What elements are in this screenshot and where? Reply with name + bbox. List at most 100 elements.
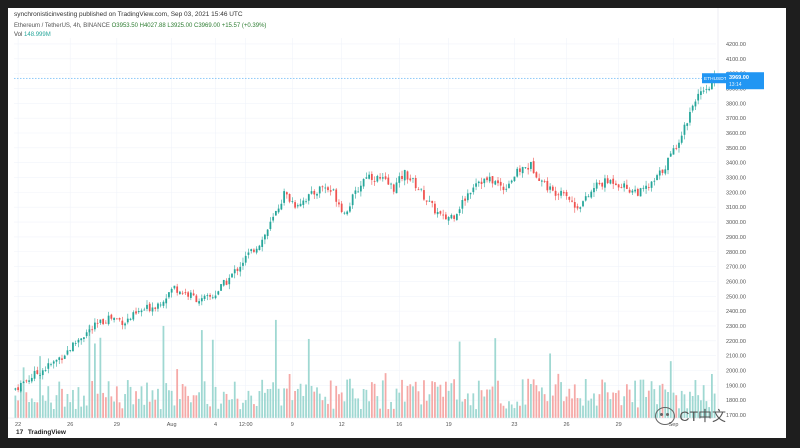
volume-bar bbox=[540, 387, 543, 418]
volume-bar bbox=[91, 381, 94, 418]
volume-bar bbox=[710, 373, 713, 418]
candle-body bbox=[571, 200, 573, 202]
volume-bar bbox=[80, 406, 83, 418]
tradingview-footer[interactable]: 17 TradingView bbox=[16, 429, 66, 436]
candle-body bbox=[318, 186, 321, 194]
volume-bar bbox=[530, 384, 532, 418]
volume-bar bbox=[58, 381, 61, 418]
grid-lines bbox=[14, 38, 716, 418]
candle-body bbox=[198, 301, 200, 304]
volume-bar bbox=[324, 396, 327, 418]
volume-bar bbox=[69, 402, 72, 418]
volume-bar bbox=[231, 399, 233, 418]
candle-body bbox=[445, 214, 447, 220]
volume-bar bbox=[253, 404, 255, 418]
candle-body bbox=[206, 295, 209, 297]
candle-body bbox=[211, 297, 214, 299]
candle-body bbox=[327, 187, 329, 191]
volume-bar bbox=[165, 383, 168, 418]
candle-body bbox=[425, 200, 428, 202]
candle-body bbox=[708, 88, 711, 91]
volume-bar bbox=[414, 381, 417, 418]
candle-body bbox=[220, 284, 222, 291]
volume-bar bbox=[343, 401, 346, 418]
candle-body bbox=[365, 177, 368, 179]
candle-body bbox=[66, 350, 69, 355]
volume-bar bbox=[335, 385, 338, 418]
candle-body bbox=[115, 318, 118, 320]
candle-body bbox=[376, 175, 379, 182]
volume-bar bbox=[447, 390, 450, 418]
candle-body bbox=[700, 91, 702, 95]
candle-body bbox=[168, 292, 170, 298]
candle-body bbox=[316, 193, 318, 196]
volume-bar bbox=[302, 395, 305, 418]
candlestick-chart[interactable]: 1700.00 1800.00 1900.00 2000.00 2100.00 2200.… bbox=[8, 8, 786, 438]
candle-body bbox=[335, 189, 338, 202]
volume-bar bbox=[628, 389, 631, 418]
volume-bar bbox=[431, 381, 434, 418]
candle-body bbox=[329, 190, 332, 192]
volume-bar bbox=[606, 392, 609, 418]
volume-bar bbox=[499, 403, 502, 418]
volume-bar bbox=[184, 386, 187, 418]
candle-body bbox=[247, 252, 250, 255]
candle-body bbox=[313, 190, 316, 195]
candle-body bbox=[44, 370, 47, 372]
volume-bar bbox=[573, 384, 576, 418]
volume-bar bbox=[14, 395, 17, 418]
candle-body bbox=[359, 185, 362, 192]
volume-bar bbox=[527, 378, 530, 418]
candle-body bbox=[118, 318, 121, 320]
symbol-legend: Ethereum / TetherUS, 4h, BINANCE O3953.5… bbox=[14, 23, 266, 29]
price-tick-label: 3100.00 bbox=[726, 205, 746, 211]
candle-body bbox=[543, 181, 546, 182]
volume-bar bbox=[176, 369, 179, 418]
volume-bar bbox=[672, 392, 675, 418]
volume-bar bbox=[450, 383, 453, 418]
candle-body bbox=[450, 214, 453, 219]
volume-bar bbox=[560, 382, 562, 418]
candle-body bbox=[192, 293, 195, 296]
volume-bar bbox=[107, 381, 110, 418]
candle-body bbox=[181, 292, 184, 294]
volume-bar bbox=[423, 380, 425, 418]
candle-body bbox=[305, 201, 307, 203]
price-tick-label: 3700.00 bbox=[726, 116, 746, 122]
volume-bar bbox=[420, 404, 423, 418]
candle-body bbox=[110, 314, 113, 319]
candle-body bbox=[236, 268, 239, 271]
candle-body bbox=[431, 200, 434, 203]
volume-bar bbox=[387, 409, 390, 418]
candle-body bbox=[373, 181, 376, 182]
volume-bar bbox=[557, 373, 560, 418]
volume-bar bbox=[398, 392, 401, 418]
volume-bar bbox=[579, 398, 582, 418]
candle-body bbox=[636, 189, 639, 196]
chart-frame: synchronisticinvesting published on Trad… bbox=[8, 8, 786, 438]
price-tag-countdown: 13:14 bbox=[729, 82, 742, 88]
volume-bar bbox=[214, 386, 217, 418]
candle-body bbox=[19, 382, 22, 392]
time-tick-label: 16 bbox=[396, 422, 402, 428]
volume-bar bbox=[445, 381, 447, 418]
candle-body bbox=[469, 192, 472, 195]
candle-body bbox=[61, 358, 63, 360]
candle-body bbox=[132, 312, 135, 320]
price-tick-label: 2900.00 bbox=[726, 235, 746, 241]
candle-body bbox=[486, 177, 488, 181]
volume-bar bbox=[277, 388, 280, 418]
volume-bar bbox=[19, 388, 22, 418]
volume-bar bbox=[104, 397, 107, 418]
candle-body bbox=[620, 187, 623, 188]
candle-body bbox=[647, 186, 650, 188]
candle-body bbox=[154, 307, 157, 309]
volume-bar bbox=[25, 392, 28, 418]
price-tick-label: 3300.00 bbox=[726, 176, 746, 182]
candle-body bbox=[69, 350, 72, 351]
candle-body bbox=[406, 171, 409, 180]
volume-bar bbox=[455, 399, 458, 418]
candle-body bbox=[233, 269, 236, 274]
candle-body bbox=[151, 307, 154, 312]
volume-bar bbox=[247, 390, 250, 418]
